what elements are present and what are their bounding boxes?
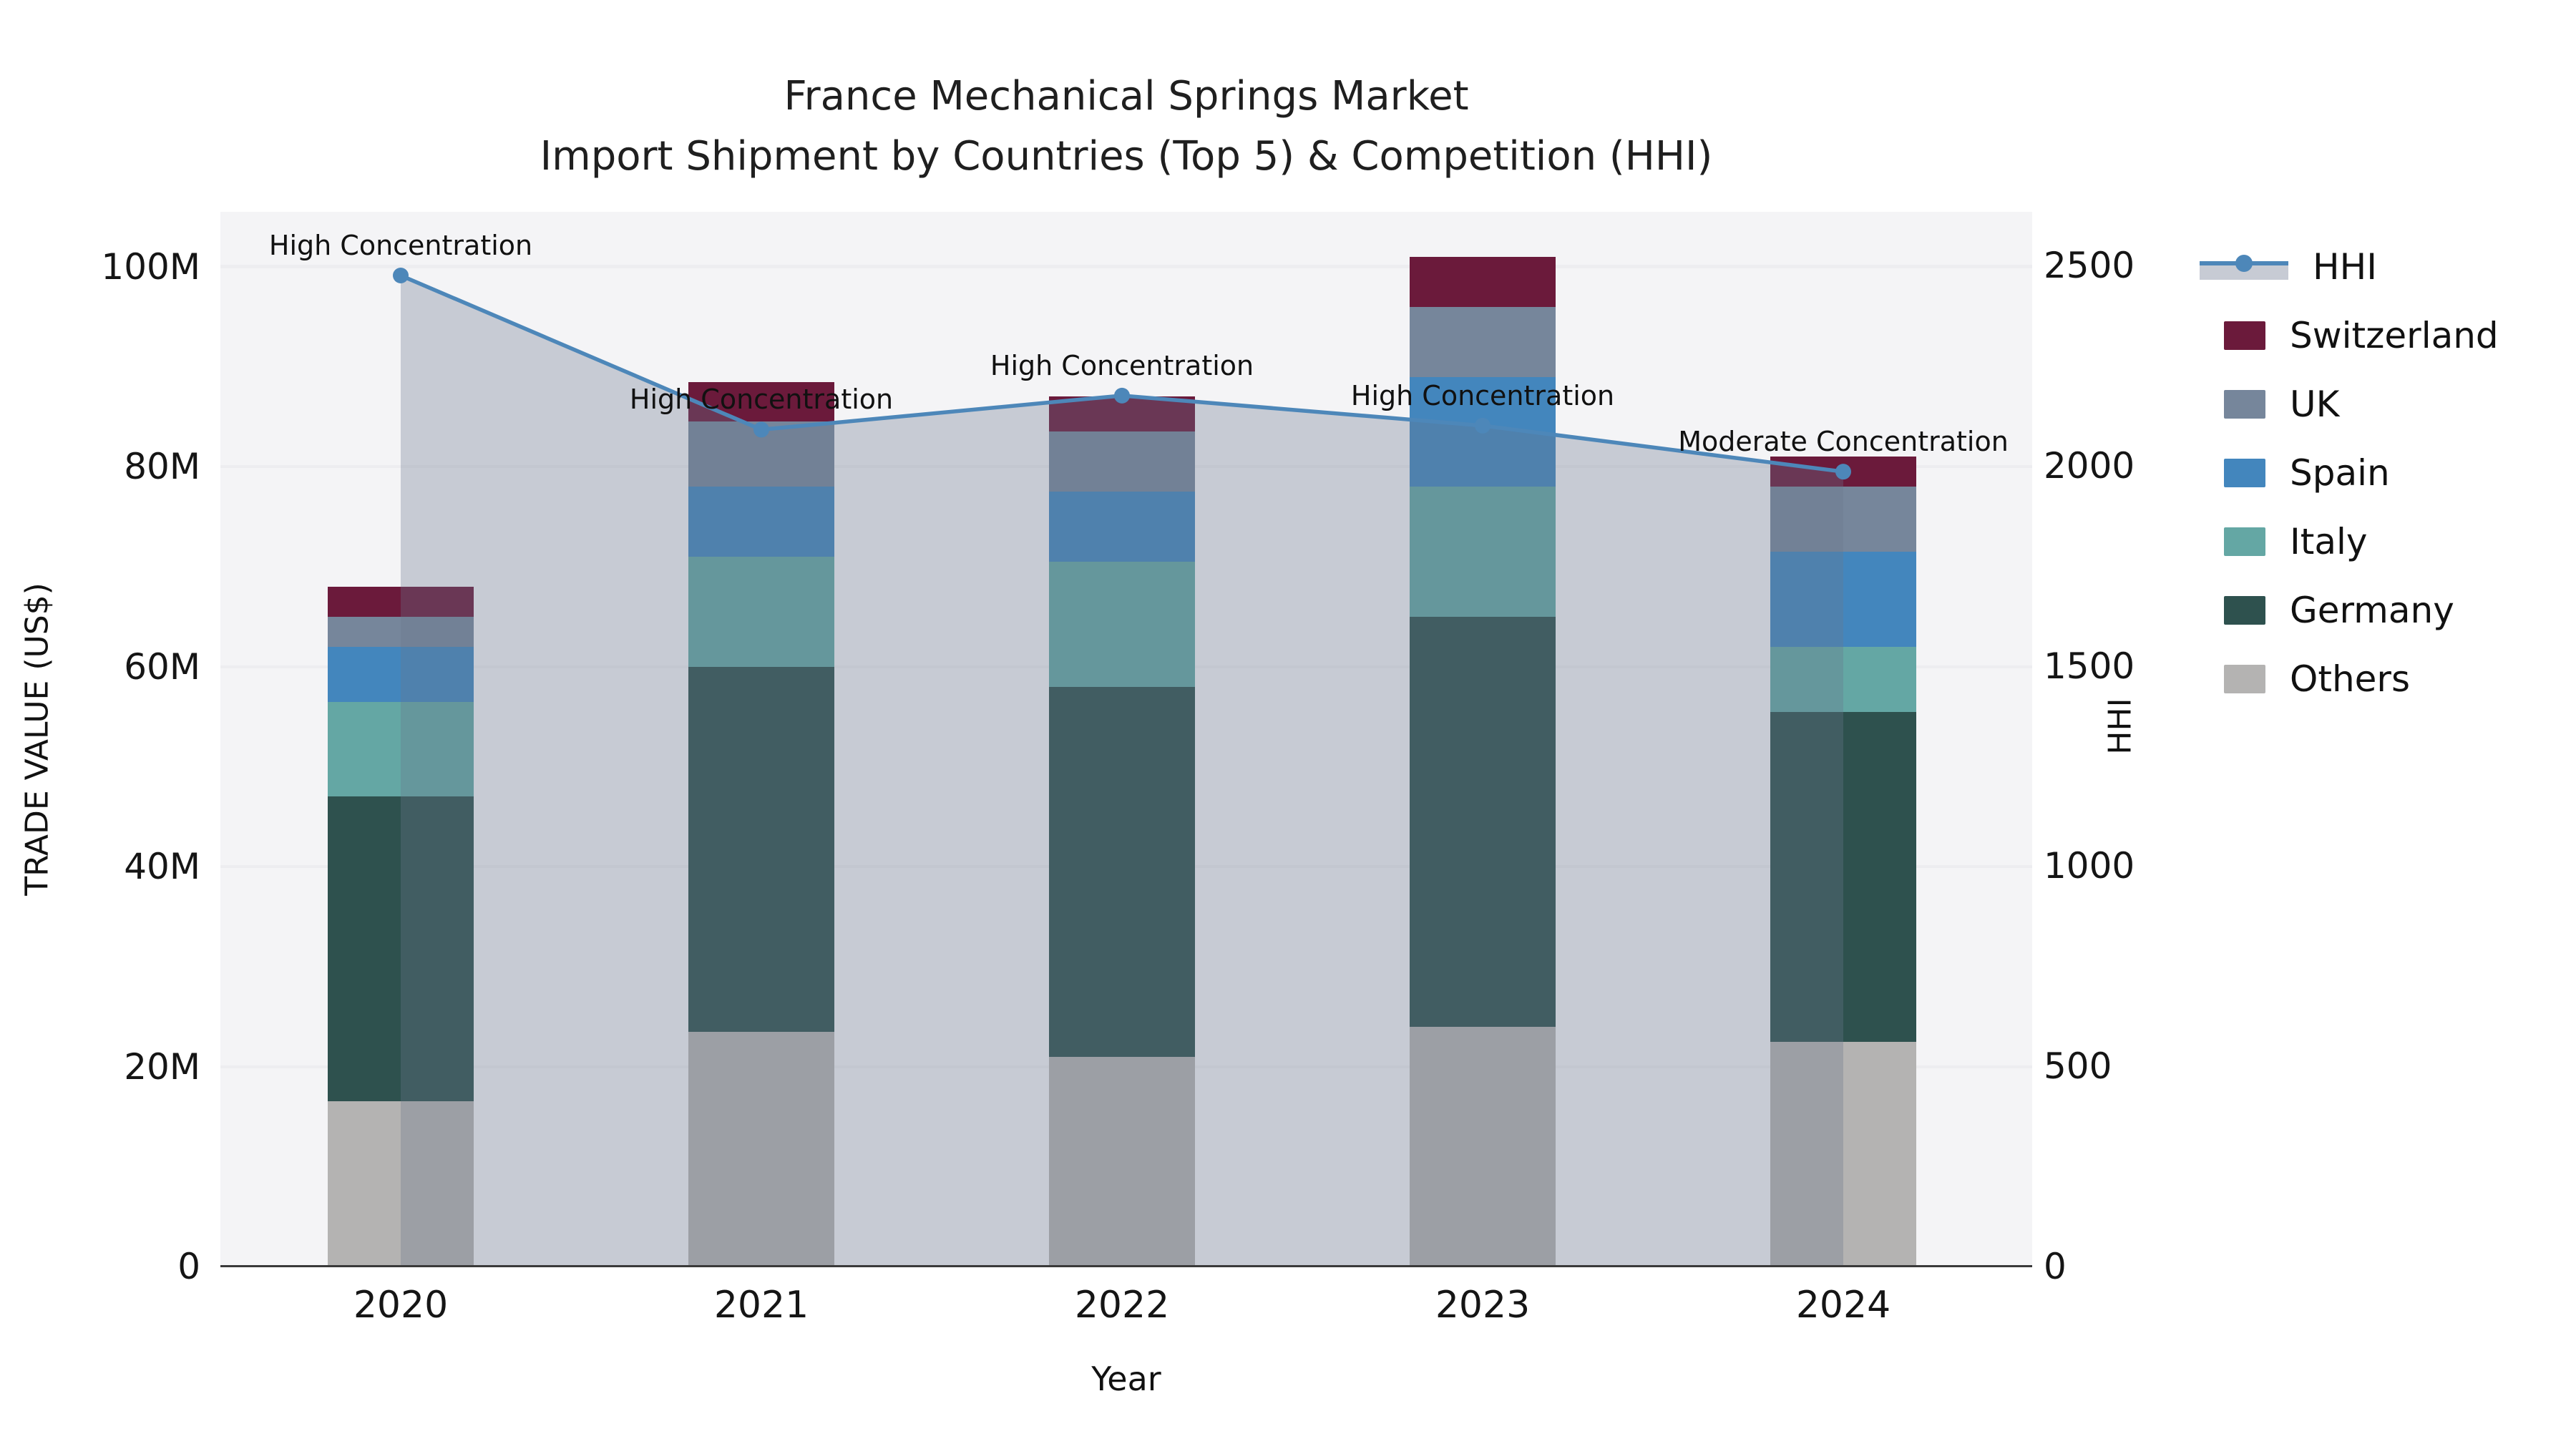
annotation-2023: High Concentration bbox=[1350, 379, 1615, 411]
hhi-marker-2022 bbox=[1114, 387, 1130, 404]
legend-label-uk: UK bbox=[2290, 384, 2340, 425]
legend-label-hhi: HHI bbox=[2313, 246, 2377, 288]
x-tick-2022: 2022 bbox=[1074, 1284, 1170, 1327]
legend-swatch-spain bbox=[2224, 459, 2265, 487]
hhi-legend-dot bbox=[2235, 255, 2253, 272]
bar-segment-germany-2020 bbox=[328, 796, 474, 1102]
gridline-right-2500 bbox=[220, 264, 2032, 267]
bar-segment-switzerland-2023 bbox=[1410, 256, 1556, 307]
bar-segment-italy-2020 bbox=[328, 701, 474, 797]
bar-segment-spain-2022 bbox=[1049, 492, 1195, 562]
bar-segment-spain-2020 bbox=[328, 646, 474, 702]
x-axis-title: Year bbox=[1091, 1360, 1161, 1398]
legend-label-spain: Spain bbox=[2290, 452, 2390, 494]
x-tick-2023: 2023 bbox=[1435, 1284, 1531, 1327]
bar-segment-switzerland-2020 bbox=[328, 586, 474, 617]
bar-segment-others-2020 bbox=[328, 1101, 474, 1267]
bar-segment-germany-2024 bbox=[1770, 711, 1916, 1042]
legend-label-germany: Germany bbox=[2290, 590, 2454, 631]
annotation-2020: High Concentration bbox=[268, 229, 533, 261]
x-tick-2024: 2024 bbox=[1795, 1284, 1891, 1327]
annotation-2022: High Concentration bbox=[990, 349, 1254, 381]
y-left-tick-0: 0 bbox=[177, 1246, 200, 1287]
y-right-tick-1500: 1500 bbox=[2044, 645, 2135, 687]
y-left-tick-60M: 60M bbox=[124, 645, 200, 688]
bar-segment-spain-2024 bbox=[1770, 552, 1916, 647]
legend-swatch-switzerland bbox=[2224, 321, 2265, 350]
legend-swatch-italy bbox=[2224, 527, 2265, 556]
legend-item-uk: UK bbox=[2224, 374, 2339, 435]
bar-segment-italy-2022 bbox=[1049, 562, 1195, 687]
bar-segment-germany-2021 bbox=[688, 666, 834, 1032]
plot-area: High Concentration High Concentration High… bbox=[220, 212, 2032, 1267]
bar-segment-others-2023 bbox=[1410, 1026, 1556, 1267]
bar-segment-spain-2021 bbox=[688, 487, 834, 557]
bar-segment-uk-2024 bbox=[1770, 487, 1916, 552]
legend-label-switzerland: Switzerland bbox=[2290, 315, 2499, 356]
legend-swatch-others bbox=[2224, 665, 2265, 693]
y-axis-left-title: TRADE VALUE (US$) bbox=[19, 582, 56, 896]
bar-segment-italy-2023 bbox=[1410, 487, 1556, 617]
bar-segment-others-2024 bbox=[1770, 1041, 1916, 1267]
legend-label-italy: Italy bbox=[2290, 521, 2368, 562]
legend-swatch-uk bbox=[2224, 390, 2265, 419]
bar-segment-switzerland-2021 bbox=[688, 381, 834, 422]
hhi-marker-2024 bbox=[1835, 464, 1851, 480]
legend-label-others: Others bbox=[2290, 658, 2411, 700]
legend-swatch-germany bbox=[2224, 596, 2265, 625]
x-tick-2020: 2020 bbox=[353, 1284, 449, 1327]
bar-segment-uk-2022 bbox=[1049, 431, 1195, 492]
legend-item-others: Others bbox=[2224, 648, 2410, 710]
bar-segment-others-2021 bbox=[688, 1031, 834, 1267]
hhi-marker-2020 bbox=[393, 267, 409, 283]
annotation-2024: Moderate Concentration bbox=[1678, 426, 2009, 458]
y-right-tick-500: 500 bbox=[2044, 1045, 2112, 1088]
y-right-tick-0: 0 bbox=[2044, 1246, 2067, 1287]
hhi-area-fill bbox=[401, 275, 1843, 1267]
x-axis-spine bbox=[220, 1265, 2032, 1267]
bar-segment-others-2022 bbox=[1049, 1056, 1195, 1267]
hhi-overlay bbox=[393, 267, 1851, 1267]
x-tick-2021: 2021 bbox=[713, 1284, 809, 1327]
legend-item-hhi: HHI bbox=[2200, 236, 2377, 298]
bar-segment-uk-2023 bbox=[1410, 306, 1556, 377]
legend-item-spain: Spain bbox=[2224, 442, 2390, 504]
bar-segment-uk-2020 bbox=[328, 616, 474, 647]
gridline-left-100M bbox=[220, 265, 2032, 268]
annotation-2021: High Concentration bbox=[629, 384, 894, 416]
legend-item-italy: Italy bbox=[2224, 511, 2367, 572]
legend-item-switzerland: Switzerland bbox=[2224, 305, 2499, 366]
y-axis-right-title: HHI bbox=[2102, 698, 2139, 755]
bar-segment-italy-2021 bbox=[688, 557, 834, 667]
y-left-tick-40M: 40M bbox=[124, 846, 200, 888]
y-left-tick-20M: 20M bbox=[124, 1045, 200, 1088]
y-left-tick-80M: 80M bbox=[124, 446, 200, 488]
chart-title-line-1: France Mechanical Springs Market bbox=[784, 73, 1469, 119]
chart-title-line-2: Import Shipment by Countries (Top 5) & C… bbox=[540, 133, 1713, 180]
y-right-tick-2500: 2500 bbox=[2044, 244, 2135, 286]
hhi-marker-2023 bbox=[1475, 417, 1491, 434]
bar-segment-italy-2024 bbox=[1770, 646, 1916, 712]
hhi-marker-2021 bbox=[753, 421, 769, 438]
y-left-tick-100M: 100M bbox=[101, 245, 200, 288]
bar-segment-germany-2022 bbox=[1049, 686, 1195, 1057]
bar-segment-germany-2023 bbox=[1410, 616, 1556, 1027]
hhi-legend-band bbox=[2200, 265, 2288, 280]
legend-item-germany: Germany bbox=[2224, 580, 2454, 641]
hhi-legend-icon bbox=[2200, 251, 2288, 283]
y-right-tick-2000: 2000 bbox=[2044, 444, 2135, 487]
y-right-tick-1000: 1000 bbox=[2044, 845, 2135, 887]
